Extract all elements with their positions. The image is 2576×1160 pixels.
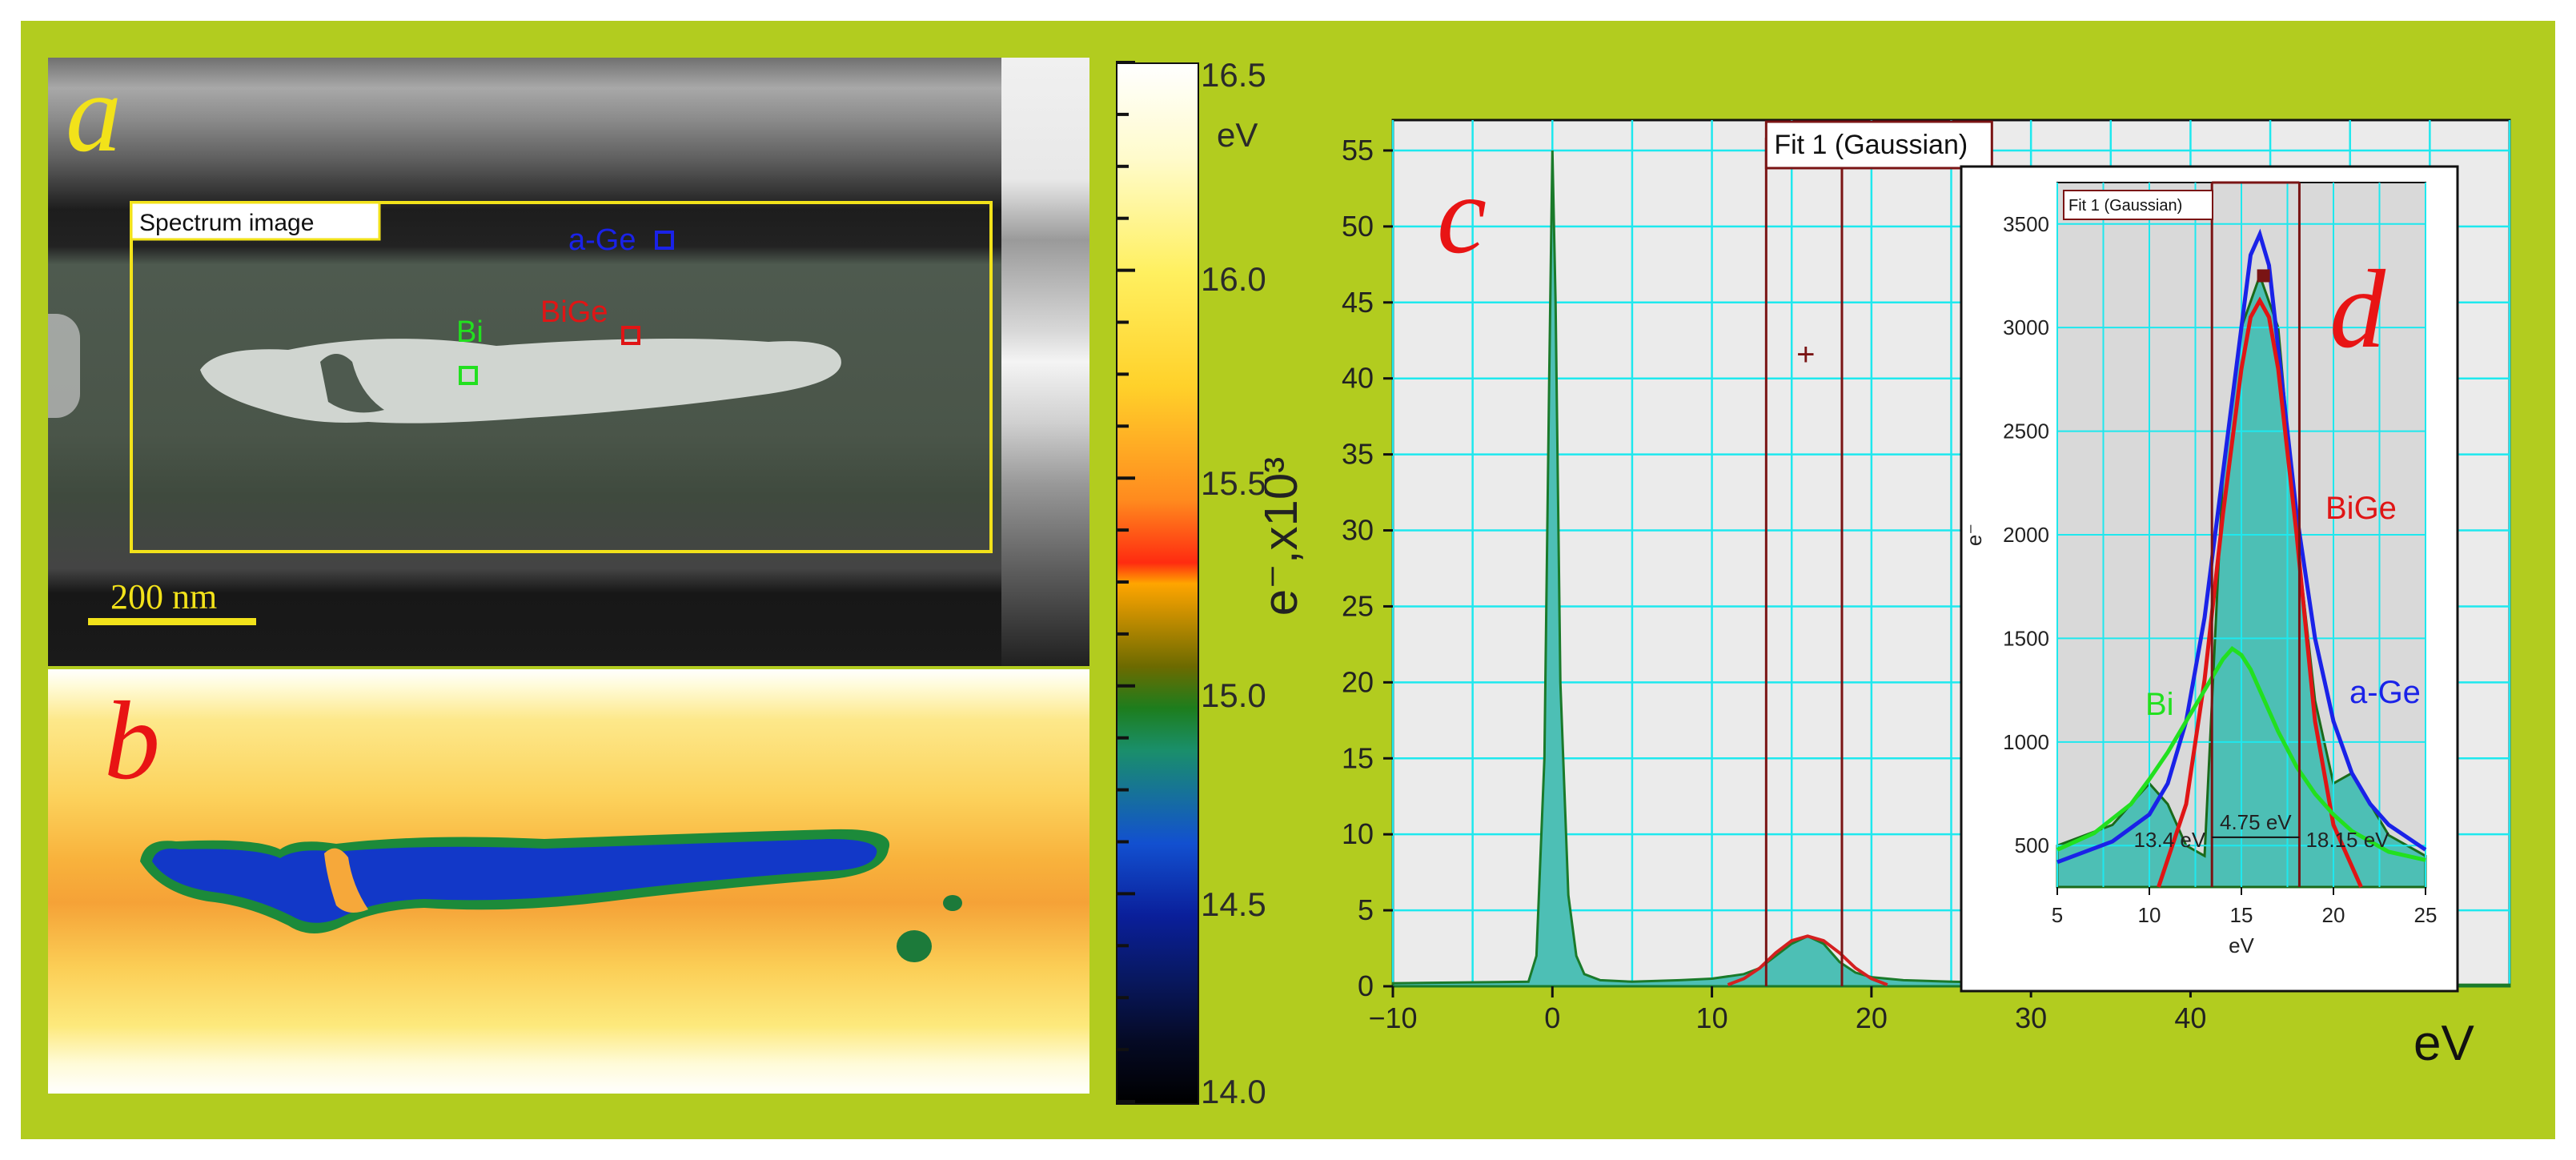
marker-bi	[459, 366, 478, 385]
inset-y-tick-label: 500	[2015, 833, 2049, 857]
panel-letter-d: d	[2329, 247, 2386, 371]
inset-y-tick-label: 1000	[2003, 730, 2049, 754]
legend-label-a-ge: a-Ge	[2349, 675, 2421, 710]
colorbar-tick-14-5: 14.5	[1201, 885, 1266, 923]
scale-bar	[88, 618, 256, 625]
inset-line-bige	[2157, 296, 2363, 889]
bige-notch	[324, 848, 368, 913]
bright-bi-layer	[200, 339, 841, 423]
x-tick-label-c: −10	[1368, 1001, 1417, 1034]
spectrum-image-label-box	[130, 201, 381, 241]
y-tick-label-c: 55	[1342, 134, 1374, 167]
x-tick-label-c: 10	[1696, 1001, 1728, 1034]
gaussian-fit-line	[1727, 934, 1888, 986]
panel-a-tem-image: Spectrum image a-Ge BiGe Bi 200 nm a	[48, 58, 1089, 666]
small-grain-1	[897, 930, 932, 962]
eels-spectrum-chart: Fit 1 (Gaussian)+−10 0 10 20 30 4005101520253…	[1265, 118, 2511, 1071]
y-tick-label-c: 20	[1342, 665, 1374, 698]
inset-fit-label-box	[2063, 190, 2213, 220]
x-tick-label-c: 0	[1544, 1001, 1560, 1034]
inset-y-tick-label: 1500	[2003, 626, 2049, 650]
y-tick-label-c: 15	[1342, 741, 1374, 774]
y-tick-label-c: 45	[1342, 286, 1374, 319]
legend-label-bi: Bi	[2145, 687, 2174, 722]
marker-bige	[621, 326, 640, 345]
inset-annotation-width: 4.75 eV	[2220, 810, 2292, 834]
inset-fit-label: Fit 1 (Gaussian)	[2068, 197, 2182, 215]
legend-label-bige: BiGe	[2325, 491, 2397, 526]
colorbar-tick-16-0: 16.0	[1201, 260, 1266, 298]
colorbar-ticks	[1116, 61, 1135, 1103]
small-grain-2	[943, 895, 962, 911]
scale-bar-label: 200 nm	[110, 577, 217, 616]
inset-line-bi	[2056, 646, 2426, 862]
inset-x-tick-label: 15	[2230, 903, 2253, 927]
colorbar-tick-14-0: 14.0	[1201, 1073, 1266, 1110]
label-bi: Bi	[456, 315, 484, 349]
fit-label-box	[1764, 120, 1993, 170]
y-tick-label-c: 50	[1342, 210, 1374, 243]
y-axis-label-c: e⁻,x10³	[1265, 457, 1307, 616]
spectrum-image-label: Spectrum image	[139, 210, 314, 236]
image-bright-edge	[1001, 58, 1089, 666]
x-tick-label-c: 40	[2174, 1001, 2206, 1034]
y-tick-label-c: 10	[1342, 817, 1374, 850]
y-tick-label-c: 25	[1342, 589, 1374, 622]
colorbar-tick-16-5: 16.5	[1201, 56, 1266, 94]
colorbar-unit: eV	[1217, 116, 1258, 154]
x-tick-label-c: 20	[1856, 1001, 1888, 1034]
y-tick-label-c: 5	[1358, 893, 1374, 926]
inset-y-tick-label: 3500	[2003, 212, 2049, 236]
image-left-feature	[48, 314, 80, 418]
inset-y-axis-label: e⁻	[1962, 524, 1986, 546]
x-axis-label-c: eV	[2413, 1016, 2474, 1071]
colorbar-tick-15-0: 15.0	[1201, 676, 1266, 714]
inset-line-a-ge	[2056, 228, 2427, 865]
inset-x-tick-label: 20	[2322, 903, 2345, 927]
colorbar	[1116, 62, 1199, 1105]
bi-intrusion	[320, 354, 384, 413]
panel-a-overlay: Spectrum image a-Ge BiGe Bi 200 nm	[88, 201, 993, 625]
panel-letter-a: a	[66, 58, 122, 175]
marker-a-ge	[655, 231, 674, 250]
inset-x-axis-label: eV	[2229, 933, 2254, 957]
label-a-ge: a-Ge	[568, 223, 636, 257]
panel-b-map	[140, 829, 962, 962]
inset-y-tick-label: 2000	[2003, 523, 2049, 547]
panel-letter-b: b	[104, 679, 160, 803]
inset-annotation-right: 18.15 eV	[2305, 828, 2389, 852]
peak-marker-d	[2257, 269, 2270, 283]
y-tick-label-c: 30	[1342, 514, 1374, 547]
y-tick-label-c: 35	[1342, 438, 1374, 471]
y-tick-label-c: 40	[1342, 362, 1374, 395]
y-tick-label-c: 0	[1358, 969, 1374, 1002]
colorbar-tick-15-5: 15.5	[1201, 464, 1266, 502]
x-tick-label-c: 30	[2015, 1001, 2047, 1034]
panel-letter-c: c	[1437, 153, 1487, 277]
spectrum-image-box	[130, 201, 993, 553]
inset-x-tick-label: 10	[2138, 903, 2161, 927]
inset-annotation-left: 13.4 eV	[2134, 828, 2206, 852]
inset-y-tick-label: 2500	[2003, 419, 2049, 444]
inset-x-tick-label: 25	[2414, 903, 2438, 927]
panel-b-plasmon-map: b	[48, 669, 1089, 1094]
inset-y-tick-label: 3000	[2003, 315, 2049, 339]
peak-marker-c: +	[1796, 337, 1815, 372]
inset-x-tick-label: 5	[2052, 903, 2063, 927]
fit-label: Fit 1 (Gaussian)	[1774, 130, 1968, 160]
label-bige: BiGe	[540, 295, 608, 329]
